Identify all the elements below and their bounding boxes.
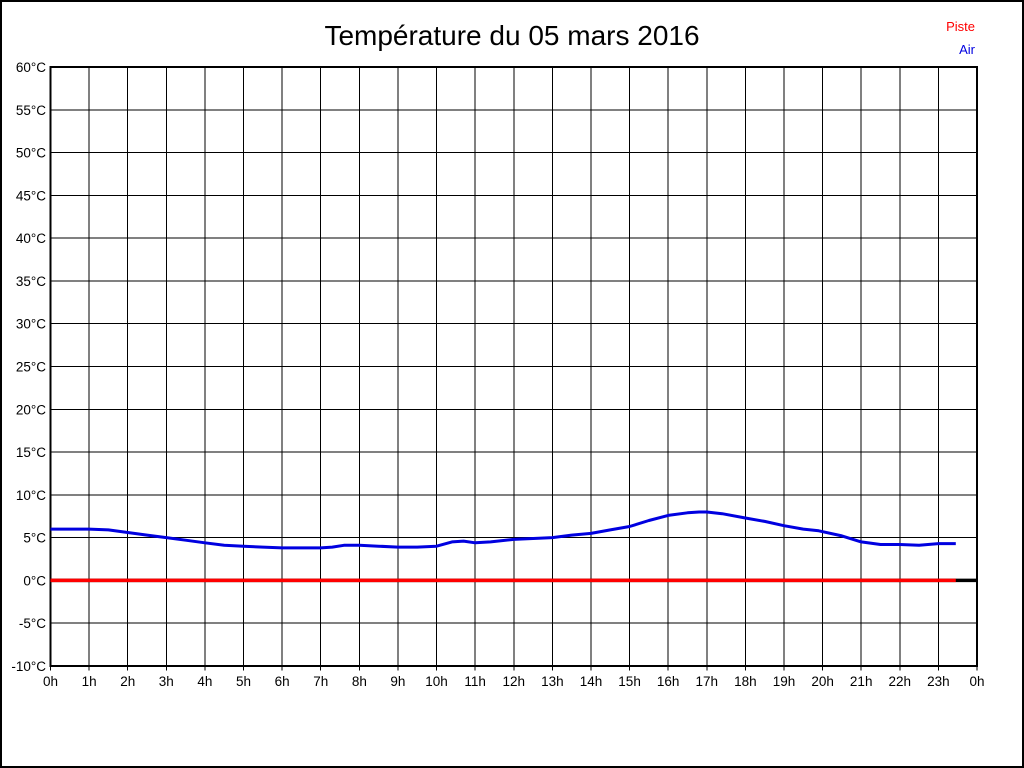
x-tick-label: 12h xyxy=(502,674,525,689)
y-tick-label: 10°C xyxy=(16,488,46,503)
y-tick-label: 35°C xyxy=(16,274,46,289)
y-tick-label: 20°C xyxy=(16,402,46,417)
y-tick-label: -5°C xyxy=(19,616,46,631)
x-tick-label: 3h xyxy=(159,674,174,689)
y-tick-label: 50°C xyxy=(16,146,46,161)
x-tick-label: 8h xyxy=(352,674,367,689)
x-tick-label: 2h xyxy=(120,674,135,689)
legend-label-piste: Piste xyxy=(946,19,975,34)
y-tick-label: 25°C xyxy=(16,360,46,375)
x-tick-label: 23h xyxy=(927,674,950,689)
x-tick-label: 22h xyxy=(889,674,912,689)
x-tick-label: 13h xyxy=(541,674,564,689)
y-tick-label: 15°C xyxy=(16,445,46,460)
x-tick-label: 17h xyxy=(696,674,719,689)
y-tick-label: 0°C xyxy=(23,573,46,588)
legend-item-piste: Piste xyxy=(946,15,975,38)
x-tick-label: 4h xyxy=(197,674,212,689)
legend-item-air: Air xyxy=(946,38,975,61)
x-tick-label: 19h xyxy=(773,674,796,689)
x-tick-label: 1h xyxy=(82,674,97,689)
x-tick-label: 14h xyxy=(580,674,603,689)
x-tick-label: 7h xyxy=(313,674,328,689)
y-tick-label: 60°C xyxy=(16,60,46,75)
x-tick-label: 0h xyxy=(43,674,58,689)
legend-label-air: Air xyxy=(959,42,975,57)
x-tick-label: 0h xyxy=(969,674,984,689)
x-tick-label: 16h xyxy=(657,674,680,689)
chart-title: Température du 05 mars 2016 xyxy=(324,20,700,51)
x-tick-label: 6h xyxy=(275,674,290,689)
y-tick-label: 55°C xyxy=(16,103,46,118)
x-tick-label: 5h xyxy=(236,674,251,689)
x-tick-label: 15h xyxy=(618,674,641,689)
legend: Piste Air xyxy=(946,15,975,61)
series-line-air xyxy=(50,510,956,550)
y-tick-label: 40°C xyxy=(16,231,46,246)
y-tick-label: 5°C xyxy=(23,531,46,546)
y-tick-label: -10°C xyxy=(11,659,46,674)
x-tick-label: 9h xyxy=(390,674,405,689)
x-tick-label: 18h xyxy=(734,674,757,689)
x-tick-label: 10h xyxy=(425,674,448,689)
y-tick-label: 30°C xyxy=(16,317,46,332)
x-tick-label: 21h xyxy=(850,674,873,689)
y-tick-label: 45°C xyxy=(16,188,46,203)
x-tick-label: 11h xyxy=(464,674,486,689)
x-tick-label: 20h xyxy=(811,674,834,689)
